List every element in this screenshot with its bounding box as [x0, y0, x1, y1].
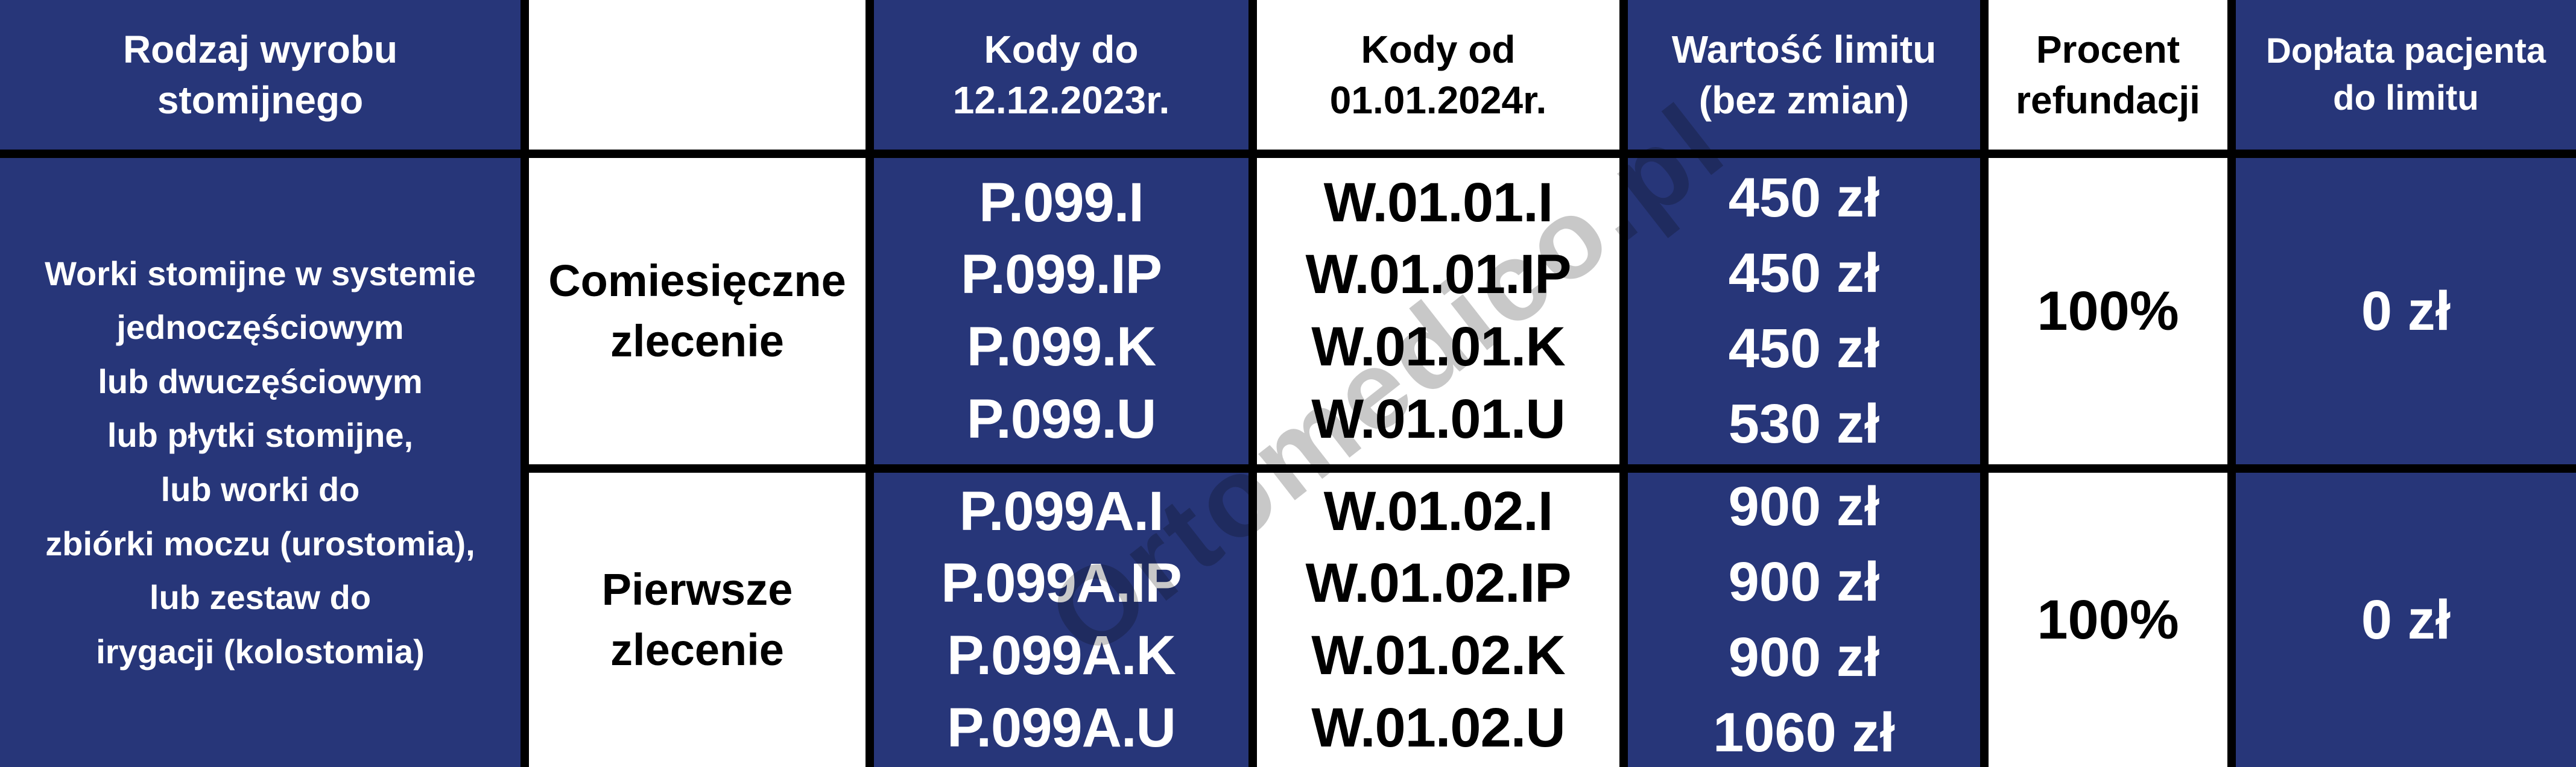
order-type-cell: Comiesięczne zlecenie: [529, 158, 866, 464]
header-blank: [529, 0, 866, 150]
refund-percent-cell: 100%: [1989, 473, 2227, 767]
patient-copay-cell: 0 zł: [2236, 473, 2576, 767]
codes-old-cell: P.099A.I P.099A.IP P.099A.K P.099A.U: [874, 473, 1248, 767]
order-type-cell: Pierwsze zlecenie: [529, 473, 866, 767]
header-codes-from: Kody od 01.01.2024r.: [1257, 0, 1619, 150]
limit-values-cell: 450 zł 450 zł 450 zł 530 zł: [1628, 158, 1980, 464]
product-description-cell: Worki stomijne w systemie jednoczęściowy…: [0, 158, 521, 767]
codes-new-cell: W.01.02.I W.01.02.IP W.01.02.K W.01.02.U: [1257, 473, 1619, 767]
header-codes-until: Kody do 12.12.2023r.: [874, 0, 1248, 150]
codes-new-cell: W.01.01.I W.01.01.IP W.01.01.K W.01.01.U: [1257, 158, 1619, 464]
refund-percent-cell: 100%: [1989, 158, 2227, 464]
header-refund-percent: Procent refundacji: [1989, 0, 2227, 150]
patient-copay-cell: 0 zł: [2236, 158, 2576, 464]
header-product-type: Rodzaj wyrobu stomijnego: [0, 0, 521, 150]
header-limit-value: Wartość limitu (bez zmian): [1628, 0, 1980, 150]
header-patient-copay: Dopłata pacjenta do limitu: [2236, 0, 2576, 150]
limit-values-cell: 900 zł 900 zł 900 zł 1060 zł: [1628, 473, 1980, 767]
codes-old-cell: P.099.I P.099.IP P.099.K P.099.U: [874, 158, 1248, 464]
